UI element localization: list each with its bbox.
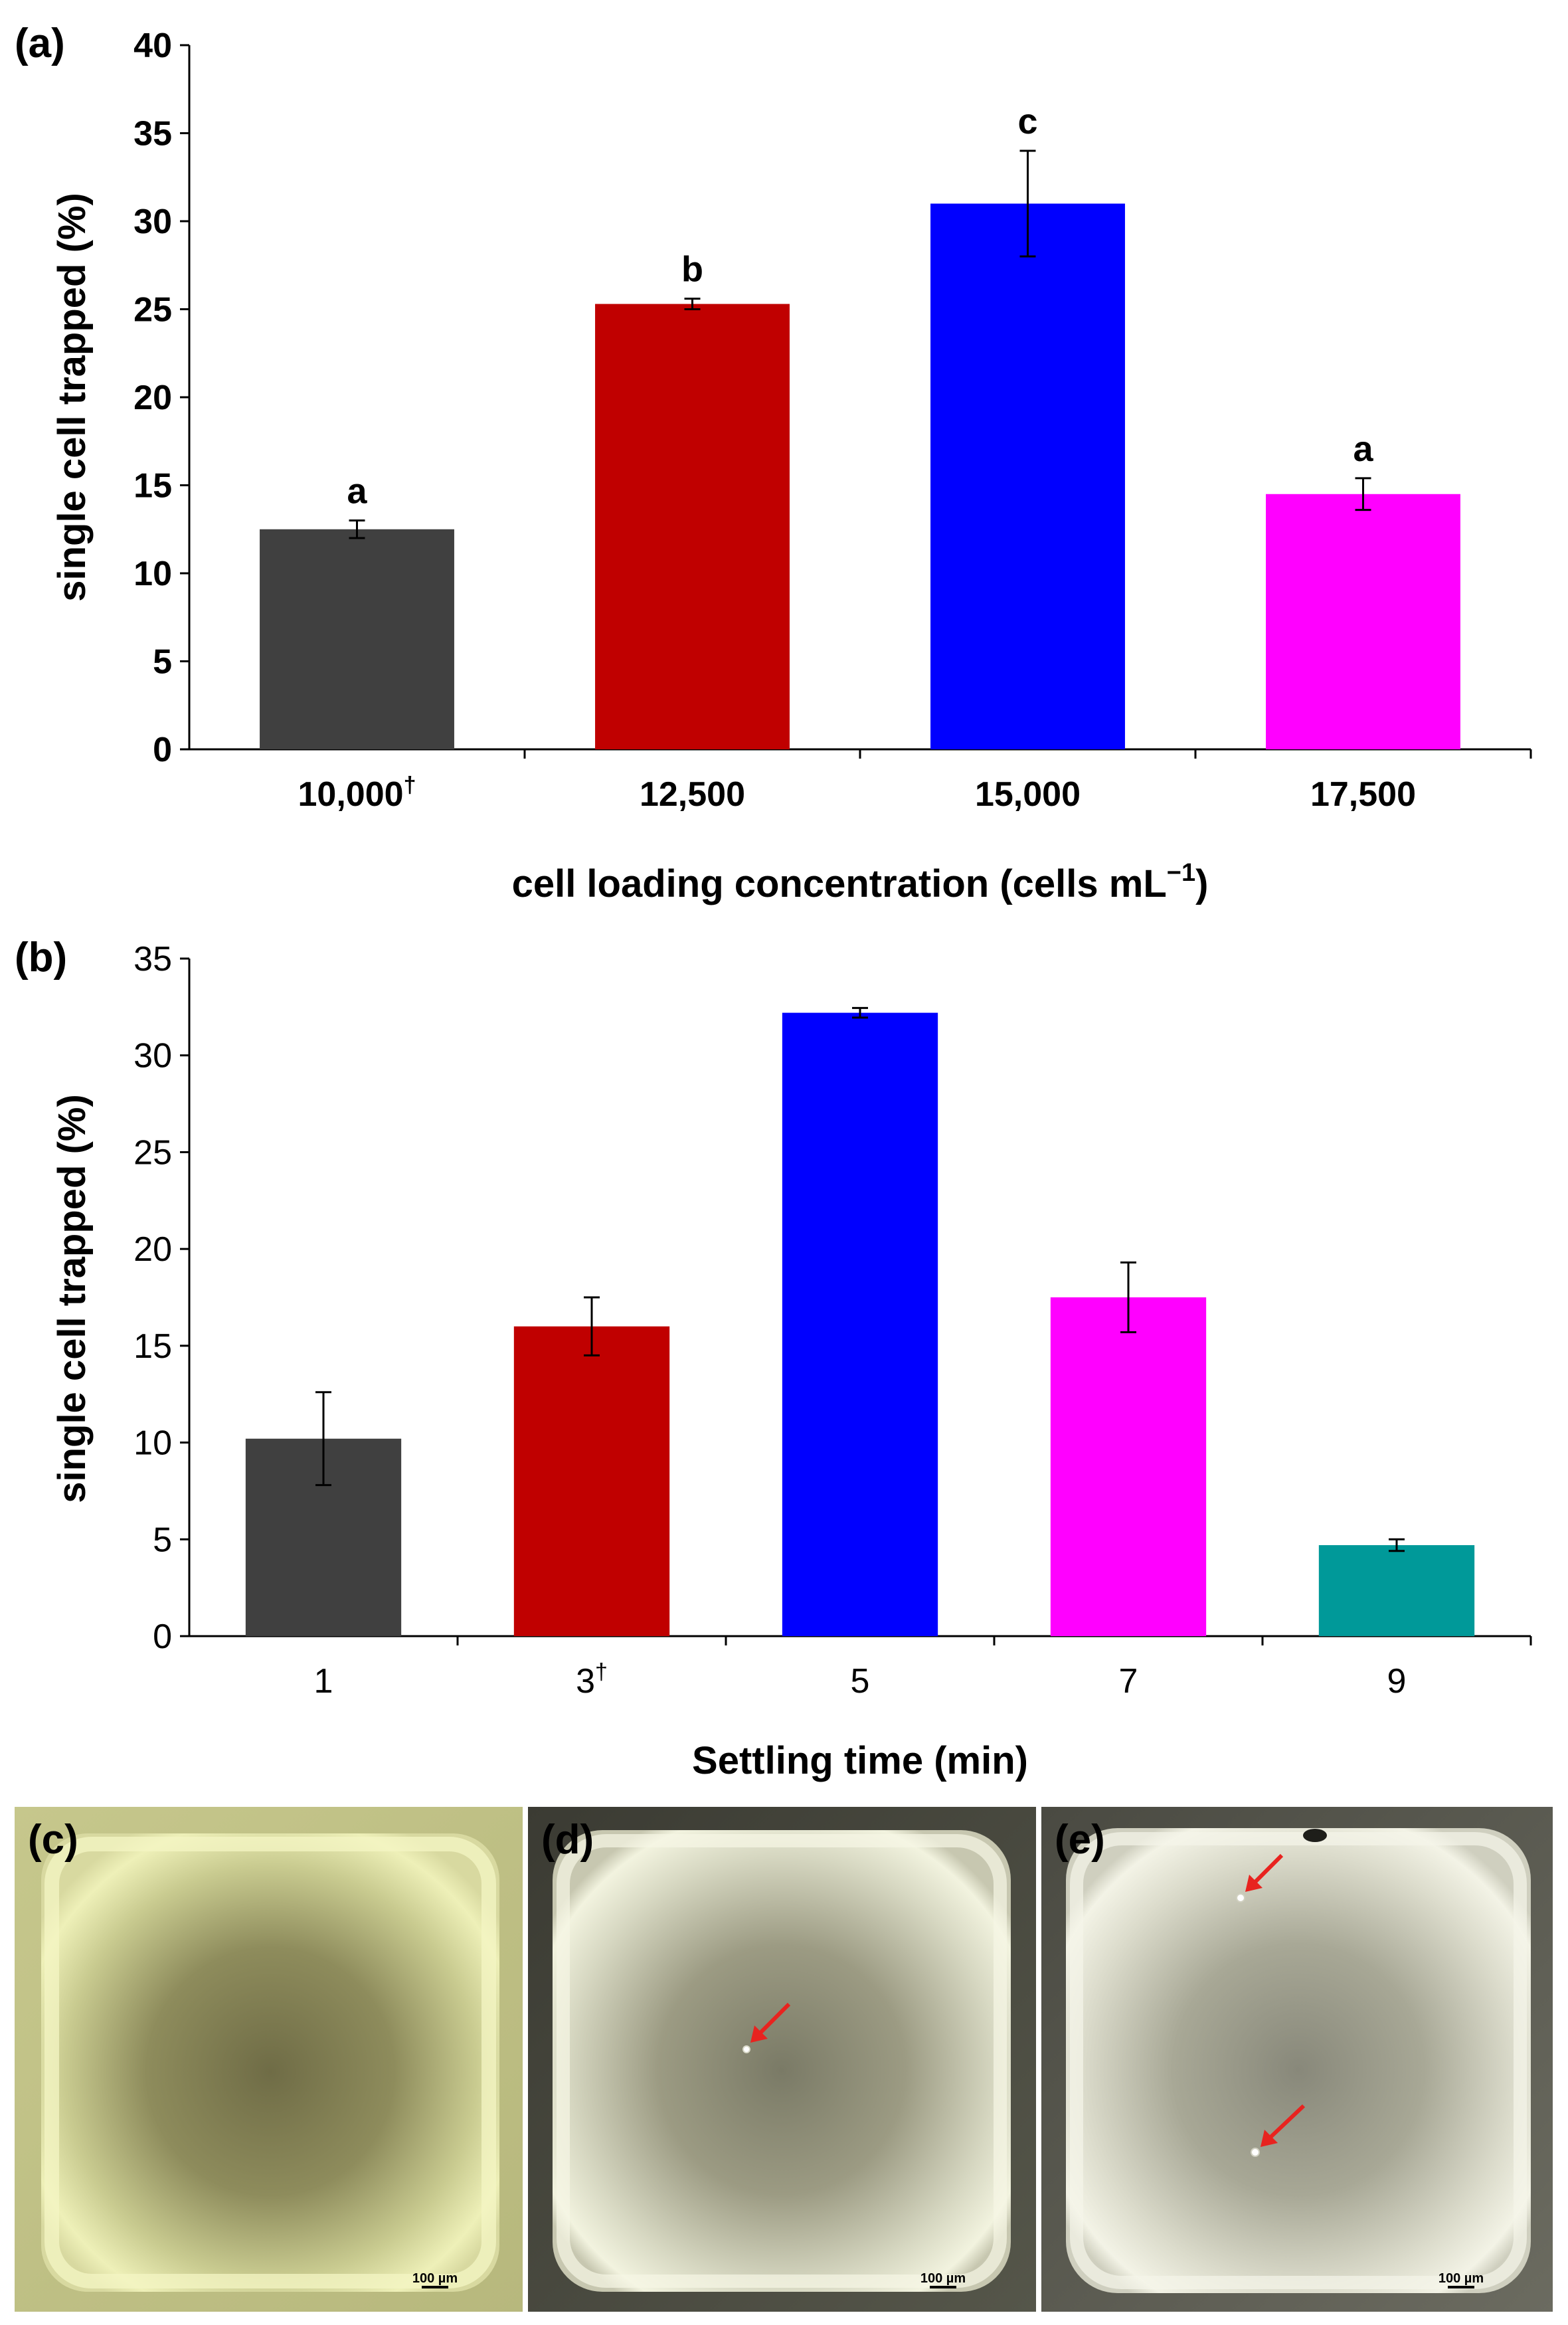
y-tick-label: 40 [133,27,172,65]
bar-a-4 [1266,494,1460,749]
x-tick-label: 9 [1387,1662,1407,1701]
x-tick-label: 12,500 [640,775,745,814]
x-tick-label: 3† [576,1659,608,1701]
x-axis-label-b: Settling time (min) [692,1739,1028,1782]
y-tick-label: 35 [133,115,172,153]
x-tick-label: 1 [314,1662,333,1701]
x-tick-label: 15,000 [975,775,1081,814]
micrograph-e: (e) 100 µm [1041,1807,1553,2312]
y-axis-ticks-b: 0 5 10 15 20 25 30 35 [133,940,189,1656]
y-tick-label: 0 [153,731,172,769]
x-tick-label: 5 [851,1662,870,1701]
bar-a-2 [595,304,790,749]
micrograph-c: (c) 100 µm [15,1807,523,2312]
y-tick-label: 15 [133,1327,172,1366]
micrograph-label-c: (c) [28,1817,78,1863]
bar-b-2 [513,1326,670,1636]
y-tick-label: 15 [133,467,172,506]
micrograph-c-well [41,1833,499,2292]
trapped-cell-e1 [1236,1893,1245,1903]
trapped-cell-d [742,2045,750,2053]
y-tick-label: 30 [133,203,172,241]
significance-label: a [1353,429,1373,469]
y-axis-ticks-a: 0 5 10 15 20 25 30 35 40 [133,27,189,769]
red-arrow-e1 [1245,1853,1284,1892]
micrograph-c-rim [44,1837,496,2288]
micrograph-e-well [1066,1828,1531,2293]
bars-a: a b c a [260,102,1460,749]
micrograph-d: (d) 100 µm [528,1807,1036,2312]
micrograph-label-d: (d) [541,1817,594,1863]
red-arrow-e2 [1261,2104,1306,2147]
micrograph-label-e: (e) [1055,1817,1105,1863]
micrograph-e-rim [1070,1832,1527,2289]
bar-a-3 [930,203,1125,749]
y-axis-label-a: single cell trapped (%) [50,193,94,602]
panel-label-a: (a) [15,21,65,66]
y-axis-label-b: single cell trapped (%) [50,1094,94,1503]
significance-label: c [1017,102,1037,141]
y-tick-label: 25 [133,1133,172,1172]
y-tick-label: 10 [133,555,172,593]
y-tick-label: 35 [133,940,172,978]
chart-b: (b) 0 5 10 15 20 25 30 35 1 3† 5 7 9 single cell tr… [15,935,1532,1782]
y-tick-label: 25 [133,291,172,329]
x-tick-label: 7 [1119,1662,1138,1701]
bar-a-1 [260,529,454,749]
red-arrow-d [750,2002,791,2043]
scale-bar-label-d: 100 µm [920,2271,966,2286]
scale-bar-label-e: 100 µm [1438,2271,1484,2286]
bars-b [245,1006,1475,1636]
micrograph-d-rim [557,1834,1007,2288]
bar-b-4 [1050,1297,1207,1636]
y-tick-label: 5 [153,1521,172,1559]
y-tick-label: 5 [153,643,172,682]
y-tick-label: 0 [153,1618,172,1656]
x-tick-label: 17,500 [1310,775,1416,814]
y-tick-label: 30 [133,1037,172,1075]
trapped-cell-e2 [1251,2148,1260,2157]
y-tick-label: 10 [133,1424,172,1463]
y-tick-label: 20 [133,379,172,417]
significance-label: a [347,472,367,512]
x-ticks-a: 10,000† 12,500 15,000 17,500 [298,749,1532,814]
x-ticks-b: 1 3† 5 7 9 [314,1636,1532,1701]
well-defect-e [1303,1829,1327,1842]
panel-label-b: (b) [15,935,67,980]
y-tick-label: 20 [133,1230,172,1269]
bar-b-3 [782,1012,938,1636]
scale-bar-label-c: 100 µm [412,2271,458,2286]
x-axis-label-a: cell loading concentration (cells mL−1) [512,859,1209,905]
micrograph-d-well [553,1830,1011,2292]
significance-label: b [681,250,703,290]
bar-b-5 [1318,1545,1475,1636]
x-tick-label: 10,000† [298,773,416,814]
